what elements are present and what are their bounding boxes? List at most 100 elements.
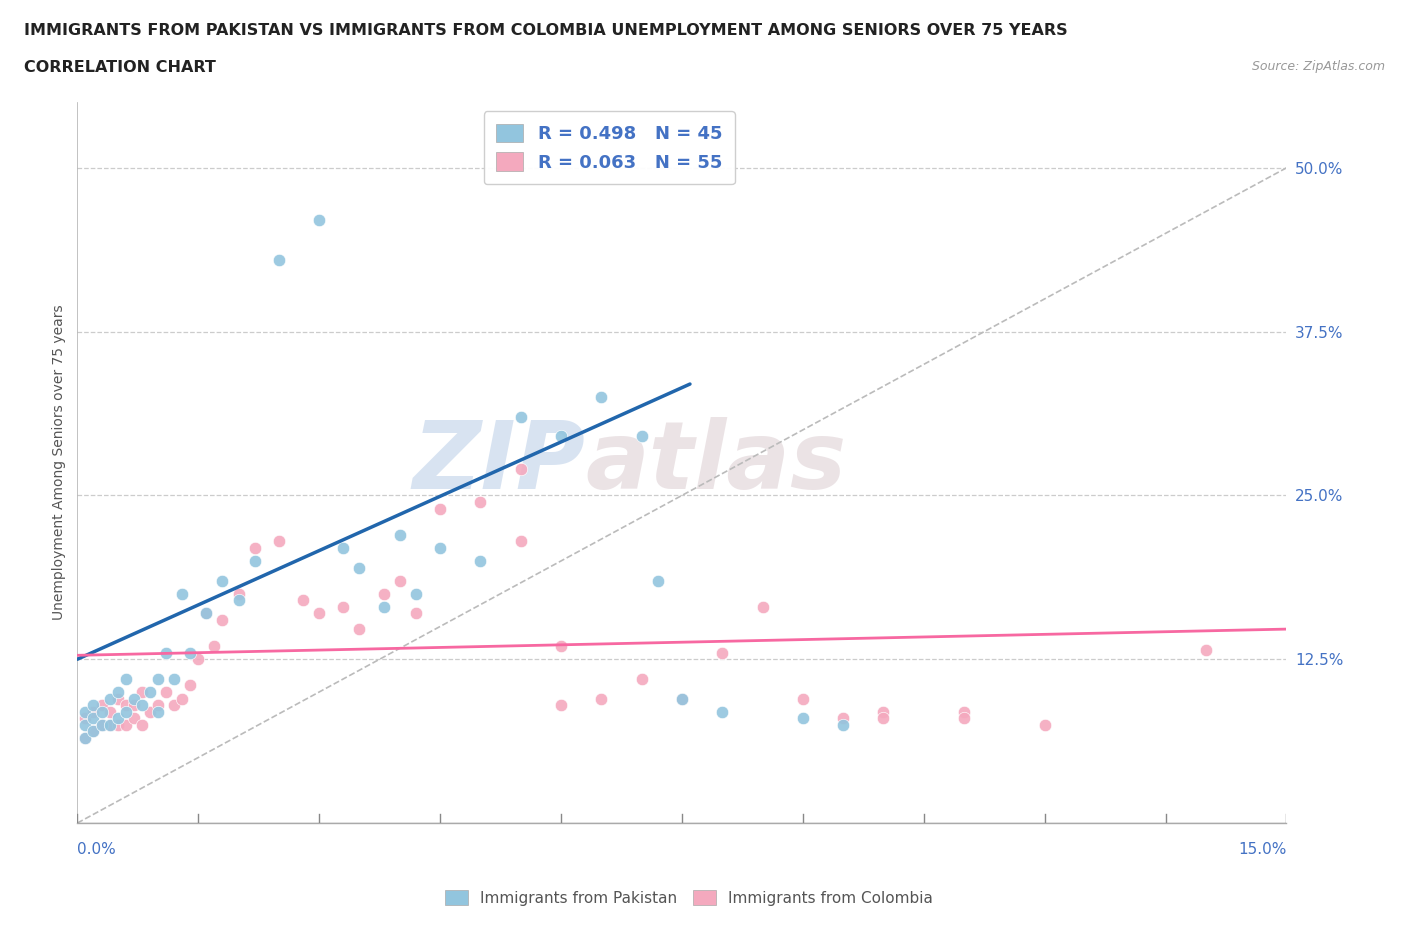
Point <box>832 717 855 732</box>
Point <box>832 711 855 725</box>
Point <box>509 462 531 477</box>
Legend: R = 0.498   N = 45, R = 0.063   N = 55: R = 0.498 N = 45, R = 0.063 N = 55 <box>484 112 735 184</box>
Point <box>107 684 129 699</box>
Point <box>550 639 572 654</box>
Point <box>630 429 652 444</box>
Point <box>509 409 531 424</box>
Point <box>146 698 169 712</box>
Text: 0.0%: 0.0% <box>77 842 117 857</box>
Text: ZIP: ZIP <box>412 417 585 509</box>
Point <box>711 704 734 719</box>
Point <box>792 691 814 706</box>
Point <box>82 724 104 738</box>
Y-axis label: Unemployment Among Seniors over 75 years: Unemployment Among Seniors over 75 years <box>52 305 66 620</box>
Text: Source: ZipAtlas.com: Source: ZipAtlas.com <box>1251 60 1385 73</box>
Point <box>591 390 613 405</box>
Point <box>82 724 104 738</box>
Point <box>429 501 451 516</box>
Point <box>267 252 290 267</box>
Point <box>82 704 104 719</box>
Point <box>751 600 773 615</box>
Point <box>122 691 145 706</box>
Point <box>107 717 129 732</box>
Point <box>107 711 129 725</box>
Point <box>98 704 121 719</box>
Point <box>155 684 177 699</box>
Point <box>647 573 669 588</box>
Point <box>1033 717 1056 732</box>
Point <box>75 717 97 732</box>
Point <box>75 711 97 725</box>
Point <box>332 600 354 615</box>
Point <box>195 606 218 621</box>
Point <box>155 645 177 660</box>
Point <box>187 652 209 667</box>
Point <box>872 704 894 719</box>
Point <box>139 704 162 719</box>
Point <box>349 560 371 575</box>
Point <box>1195 643 1218 658</box>
Point <box>179 678 201 693</box>
Text: atlas: atlas <box>585 417 846 509</box>
Point <box>267 534 290 549</box>
Point <box>470 495 492 510</box>
Point <box>243 540 266 555</box>
Point <box>114 717 136 732</box>
Point <box>163 698 186 712</box>
Point <box>550 429 572 444</box>
Point <box>202 639 225 654</box>
Text: 15.0%: 15.0% <box>1239 842 1286 857</box>
Point <box>243 553 266 568</box>
Point <box>630 671 652 686</box>
Point <box>98 717 121 732</box>
Point <box>90 717 112 732</box>
Point <box>405 586 427 601</box>
Point <box>195 606 218 621</box>
Point <box>82 711 104 725</box>
Point <box>131 698 153 712</box>
Point <box>550 698 572 712</box>
Point <box>671 691 693 706</box>
Point <box>228 586 250 601</box>
Point <box>75 730 97 745</box>
Point <box>146 671 169 686</box>
Point <box>792 711 814 725</box>
Point <box>211 573 233 588</box>
Point <box>211 613 233 628</box>
Point <box>292 592 315 607</box>
Point <box>172 691 194 706</box>
Point <box>114 671 136 686</box>
Point <box>388 573 411 588</box>
Point <box>75 704 97 719</box>
Point <box>591 691 613 706</box>
Point <box>373 600 395 615</box>
Point <box>90 717 112 732</box>
Point <box>146 704 169 719</box>
Point <box>349 621 371 636</box>
Point <box>90 704 112 719</box>
Point <box>172 586 194 601</box>
Point <box>711 645 734 660</box>
Point <box>114 698 136 712</box>
Point <box>228 592 250 607</box>
Point <box>122 698 145 712</box>
Point <box>114 704 136 719</box>
Point <box>308 606 330 621</box>
Point <box>953 711 976 725</box>
Point <box>332 540 354 555</box>
Point <box>179 645 201 660</box>
Point <box>163 671 186 686</box>
Point <box>509 534 531 549</box>
Point <box>373 586 395 601</box>
Point <box>405 606 427 621</box>
Point <box>470 553 492 568</box>
Point <box>429 540 451 555</box>
Point <box>98 717 121 732</box>
Point <box>671 691 693 706</box>
Point <box>107 691 129 706</box>
Point <box>872 711 894 725</box>
Point <box>308 213 330 228</box>
Point <box>122 711 145 725</box>
Point <box>388 527 411 542</box>
Point <box>131 717 153 732</box>
